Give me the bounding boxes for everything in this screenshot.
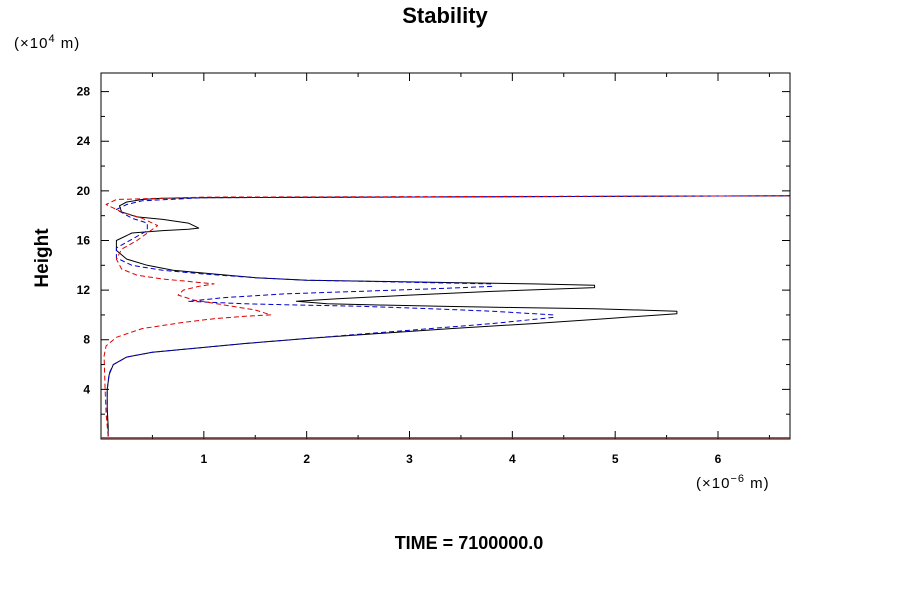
y-tick-label: 20 (77, 184, 91, 198)
tick-marks (101, 73, 790, 439)
y-tick-label: 4 (83, 382, 90, 396)
chart-title: Stability (402, 3, 488, 28)
x-tick-labels: 1 2 3 4 5 6 (200, 452, 721, 466)
series-layer (101, 195, 791, 439)
series-black-solid (106, 195, 791, 437)
series-blue-dashed (106, 195, 791, 437)
x-tick-label: 2 (303, 452, 310, 466)
y-axis-label: Height (32, 228, 53, 288)
y-tick-label: 16 (77, 233, 91, 247)
y-tick-label: 24 (77, 134, 91, 148)
x-tick-label: 6 (715, 452, 722, 466)
y-tick-label: 28 (77, 85, 91, 99)
x-tick-label: 1 (200, 452, 207, 466)
series-red-dashed (103, 195, 791, 437)
x-tick-label: 4 (509, 452, 516, 466)
y-tick-label: 12 (77, 283, 91, 297)
y-unit-label: (×104 m) (14, 33, 80, 52)
x-tick-label: 5 (612, 452, 619, 466)
y-tick-label: 8 (83, 333, 90, 347)
y-tick-labels: 4 8 12 16 20 24 28 (77, 85, 91, 397)
time-label: TIME = 7100000.0 (395, 533, 544, 553)
plot-frame (100, 72, 791, 440)
x-tick-label: 3 (406, 452, 413, 466)
x-unit-label: (×10−6 m) (696, 473, 770, 492)
